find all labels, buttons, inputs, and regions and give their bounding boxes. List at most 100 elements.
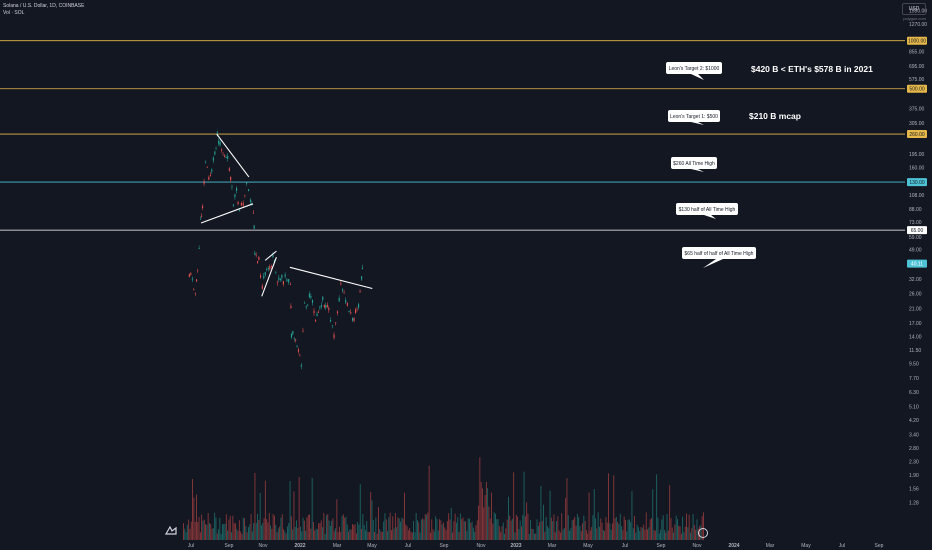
price-badge-bg xyxy=(907,178,927,187)
volume-bar xyxy=(411,532,413,540)
volume-bar xyxy=(664,530,665,540)
volume-bar xyxy=(202,520,204,540)
callout-box xyxy=(668,110,720,122)
volume-bar xyxy=(475,525,477,540)
volume-bar xyxy=(612,523,613,540)
volume-bar xyxy=(253,523,255,540)
candle-body xyxy=(317,311,320,313)
candle-body xyxy=(346,302,348,306)
price-tick-label: 1550.00 xyxy=(909,8,927,14)
volume-bar xyxy=(488,506,490,540)
volume-bar xyxy=(257,513,258,540)
volume-bar xyxy=(617,521,619,540)
volume-bar xyxy=(567,515,569,540)
candle-body xyxy=(224,155,226,157)
candle-body xyxy=(239,209,241,211)
volume-bar xyxy=(379,529,381,540)
price-badge: 500.00 xyxy=(907,84,927,93)
volume-bar xyxy=(656,474,658,540)
price-tick-label: 160.00 xyxy=(909,166,925,172)
price-tick-label: 1.28 xyxy=(909,500,919,506)
volume-bar xyxy=(631,491,633,540)
volume-bar xyxy=(207,512,209,540)
candle-body xyxy=(263,275,265,279)
volume-bar xyxy=(547,526,548,540)
candle-body xyxy=(293,338,295,339)
candle-body xyxy=(240,203,242,206)
volume-bar xyxy=(665,532,667,540)
volume-bar xyxy=(419,532,421,540)
symbol-title[interactable]: Solana / U.S. Dollar, 1D, COINBASE xyxy=(3,3,85,9)
volume-bar xyxy=(549,490,551,540)
volume-bar xyxy=(534,533,535,540)
volume-bar xyxy=(604,531,606,540)
price-badge-label: 40.11 xyxy=(911,262,923,268)
callout-pointer xyxy=(691,122,704,125)
volume-bar xyxy=(583,515,585,540)
volume-bar xyxy=(513,472,515,540)
price-tick-label: 3.40 xyxy=(909,433,919,439)
volume-bar xyxy=(497,519,499,540)
volume-bar xyxy=(627,519,629,540)
volume-bar xyxy=(669,485,671,540)
candle-body xyxy=(316,313,318,317)
volume-bar xyxy=(661,519,663,540)
volume-bar xyxy=(635,532,637,540)
candle-body xyxy=(215,148,217,149)
volume-bar xyxy=(345,516,347,540)
trendline xyxy=(216,133,250,178)
volume-bar xyxy=(553,514,555,540)
volume-bar xyxy=(388,517,390,540)
horizontal-levels xyxy=(0,40,905,231)
candle-body xyxy=(311,300,314,303)
volume-indicator-label[interactable]: Vol · SOL xyxy=(3,10,25,16)
volume-bar xyxy=(189,528,191,540)
candle-body xyxy=(286,279,288,282)
price-tick-label: 73.00 xyxy=(909,220,922,226)
volume-bar xyxy=(393,528,395,540)
volume-bar xyxy=(515,514,517,540)
price-tick-label: 1.56 xyxy=(909,487,919,493)
volume-bar xyxy=(375,517,377,540)
trendline xyxy=(261,256,277,297)
volume-bar xyxy=(306,517,308,540)
volume-bar xyxy=(552,521,554,540)
volume-bar xyxy=(695,529,697,540)
volume-bar xyxy=(625,519,626,540)
volume-bar xyxy=(231,532,232,540)
candle-body xyxy=(284,274,286,277)
callout-text: $65 half of half of All Time High xyxy=(685,251,754,257)
volume-bar xyxy=(500,531,502,540)
price-tick-label: 375.00 xyxy=(909,107,925,113)
volume-bar xyxy=(346,524,348,540)
volume-bar xyxy=(238,520,240,540)
volume-bar xyxy=(522,514,524,540)
volume-bars xyxy=(183,457,704,540)
volume-bar xyxy=(569,530,570,540)
volume-bar xyxy=(495,513,496,540)
candle-body xyxy=(276,282,278,284)
volume-bar xyxy=(675,515,677,540)
price-tick-label: 49.00 xyxy=(909,248,922,254)
volume-bar xyxy=(320,520,322,540)
volume-bar xyxy=(692,514,694,540)
volume-bar xyxy=(241,533,243,540)
currency-selector[interactable]: USD xyxy=(902,3,926,15)
price-tick-label: 305.00 xyxy=(909,121,925,127)
price-tick-label: 11.50 xyxy=(909,348,921,354)
market-cap-note: $420 B < ETH's $578 B in 2021 xyxy=(751,64,873,74)
settings-icon[interactable] xyxy=(698,528,708,538)
volume-bar xyxy=(557,516,559,540)
volume-bar xyxy=(643,524,645,540)
volume-bar xyxy=(560,532,561,540)
volume-bar xyxy=(514,532,516,540)
volume-bar xyxy=(561,513,563,540)
volume-bar xyxy=(254,472,256,540)
volume-bar xyxy=(267,522,269,540)
volume-bar xyxy=(199,532,201,540)
time-tick-label: May xyxy=(583,543,593,549)
volume-bar xyxy=(537,525,539,540)
volume-bar xyxy=(424,514,426,540)
volume-bar xyxy=(671,527,673,540)
